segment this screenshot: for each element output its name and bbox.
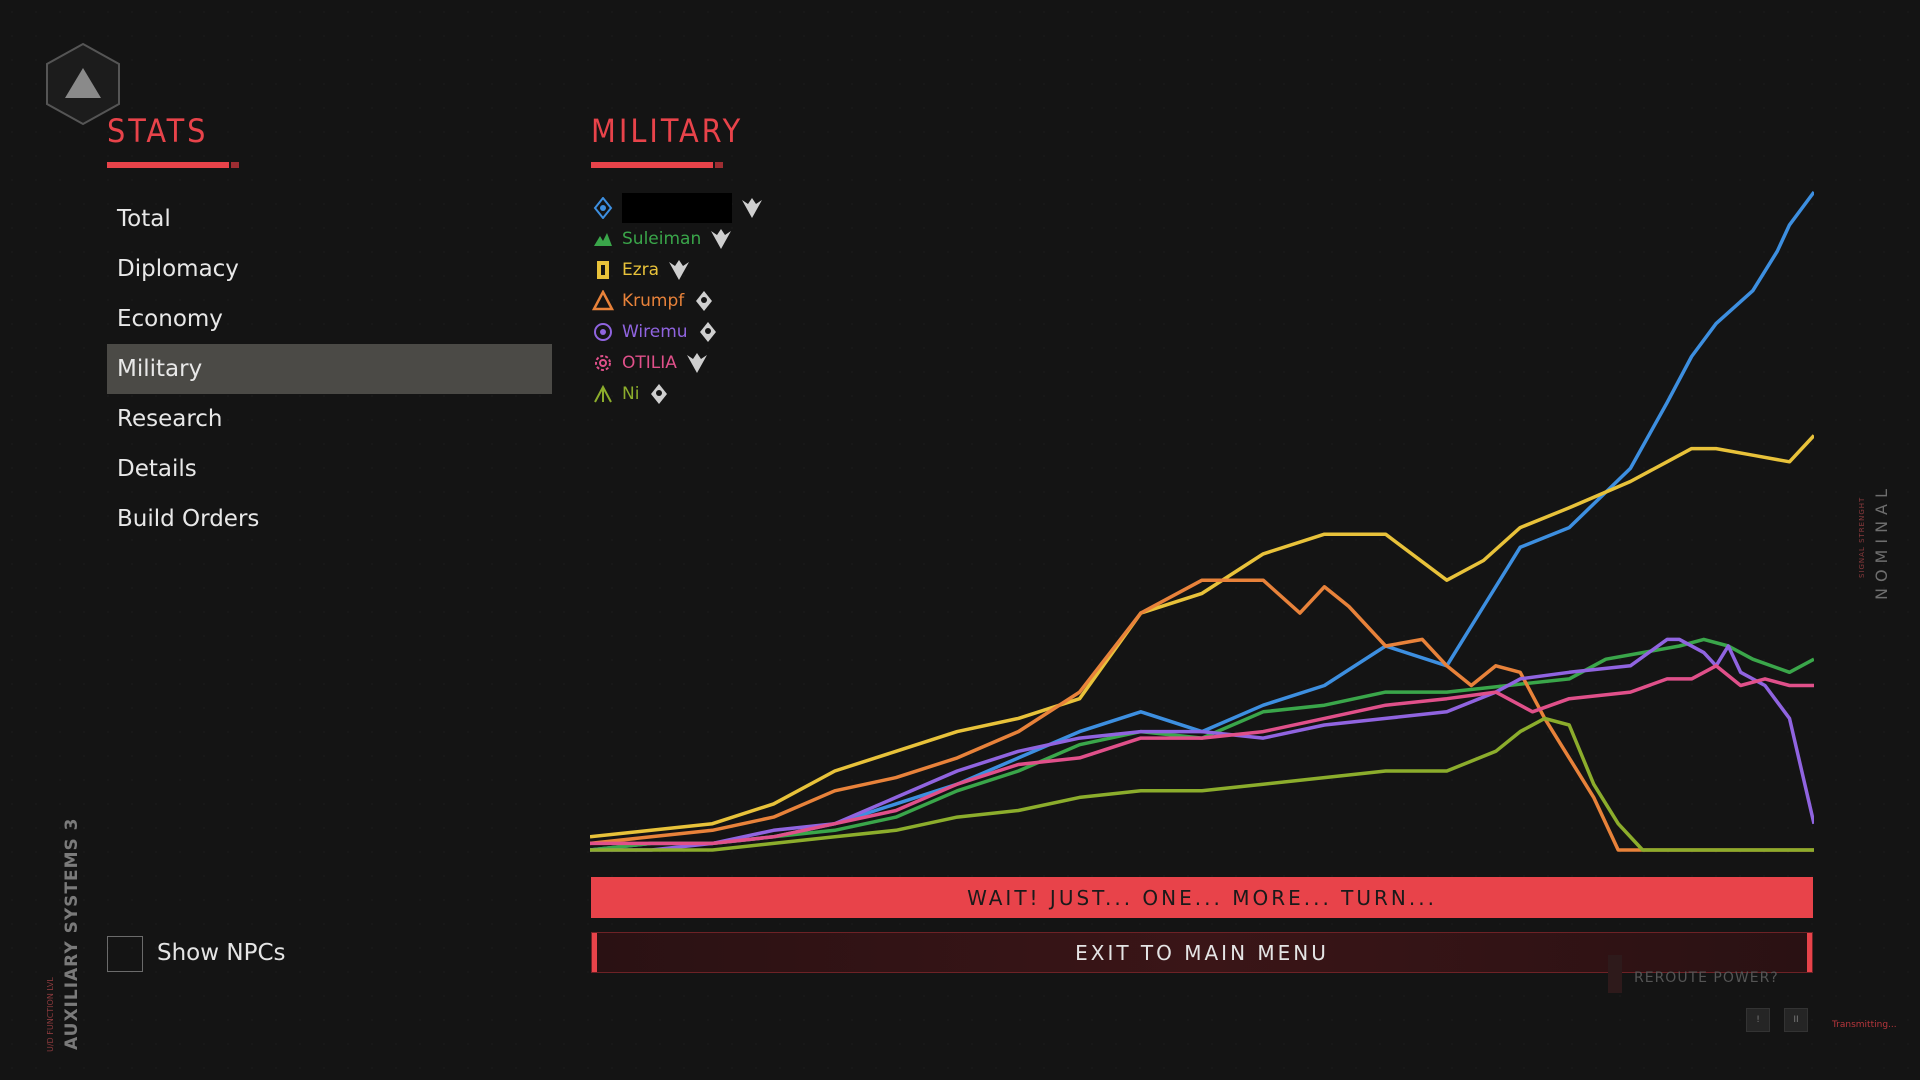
legend-name: Krumpf [622,290,685,311]
legend-item[interactable]: OTILIA [592,347,766,378]
menu-item-details[interactable]: Details [117,456,197,482]
military-heading: MILITARY [591,112,744,150]
signal-strength-label: SIGNAL STRENGHT [1858,496,1866,578]
exit-to-main-menu-button[interactable]: EXIT TO MAIN MENU [591,932,1813,973]
series-line-player [590,190,1814,852]
series-line-wiremu [590,637,1814,852]
legend-item[interactable]: Ezra [592,254,766,285]
series-line-otilia [590,664,1814,846]
pause-box[interactable]: II [1784,1008,1808,1032]
wings-rank-icon [742,197,762,218]
wait-one-more-turn-button[interactable]: WAIT! JUST... ONE... MORE... TURN... [591,877,1813,918]
wings-rank-icon [686,352,707,373]
menu-item-diplomacy[interactable]: Diplomacy [117,256,239,282]
chart-legend: Suleiman Ezra Krumpf Wiremu OTILIA Ni [592,192,766,409]
legend-item[interactable]: Suleiman [592,223,766,254]
menu-item-economy[interactable]: Economy [117,306,223,332]
legend-name: Ezra [622,259,660,280]
menu-item-research[interactable]: Research [117,406,223,432]
wings-rank-icon [669,259,690,280]
legend-name: Wiremu [622,321,688,342]
stats-heading-underline [107,162,239,168]
stats-heading: STATS [107,112,209,150]
tower-emblem-icon [592,259,614,281]
legend-name: Ni [622,383,640,404]
military-heading-underline [591,162,723,168]
reroute-marker [1608,955,1622,993]
redacted-player-name [622,192,732,223]
diamond-emblem-icon [592,196,614,219]
reroute-power-label[interactable]: REROUTE POWER? [1634,970,1779,986]
gear-emblem-icon [592,352,614,374]
triangle-emblem-icon [592,289,614,312]
legend-name: OTILIA [622,352,677,373]
shield-rank-icon [699,321,716,342]
side-system-title: AUXILIARY SYSTEMS 3 [62,817,82,1051]
stats-menu: Total Diplomacy Economy Military Researc… [107,194,552,544]
spiral-emblem-icon [592,321,614,343]
peaks-emblem-icon [592,228,614,250]
series-line-ezra [590,434,1814,839]
nominal-status: NOMINAL [1872,483,1891,600]
alert-box[interactable]: ! [1746,1008,1770,1032]
shield-rank-icon [651,383,668,404]
legend-item[interactable]: Wiremu [592,316,766,347]
wings-rank-icon [711,228,732,249]
menu-item-build-orders[interactable]: Build Orders [117,506,260,532]
series-line-suleiman [590,637,1814,852]
legend-item[interactable] [592,192,766,223]
show-npcs-checkbox[interactable] [107,936,143,972]
military-strength-chart [590,190,1814,852]
menu-item-military[interactable]: Military [107,344,552,394]
side-system-subtitle: U/D FUNCTION LVL [46,977,55,1052]
series-line-ni [590,716,1814,852]
legend-item[interactable]: Ni [592,378,766,409]
menu-item-total[interactable]: Total [117,206,171,232]
show-npcs-label[interactable]: Show NPCs [157,940,286,966]
legend-name: Suleiman [622,228,702,249]
series-line-krumpf [590,578,1814,852]
legend-item[interactable]: Krumpf [592,285,766,316]
shield-rank-icon [696,290,713,311]
game-logo-icon[interactable] [44,42,122,126]
exit-button-label: EXIT TO MAIN MENU [1075,940,1329,965]
transmitting-status: Transmitting... [1832,1020,1897,1030]
fork-emblem-icon [592,383,614,405]
